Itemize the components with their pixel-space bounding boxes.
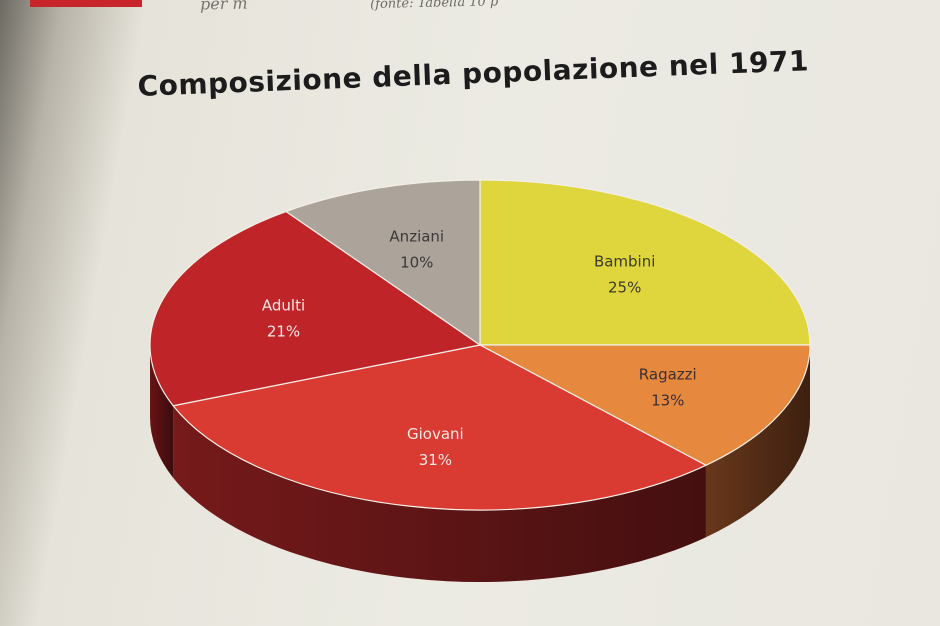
pie-slice-giovani [172, 344, 707, 511]
slice-value-anziani: 10% [400, 254, 433, 272]
red-header-tab [30, 0, 142, 7]
pie-slices [149, 179, 811, 511]
pie-slice-bambini [479, 179, 811, 346]
slice-label-bambini: Bambini [594, 253, 655, 271]
pie-slice-ragazzi [479, 344, 811, 466]
pie-side-shade-giovani [173, 405, 706, 582]
pie-side-shade-adulti [150, 345, 174, 478]
slice-label-adulti: Adulti [262, 296, 305, 314]
pie-sides [150, 345, 810, 582]
slice-label-anziani: Anziani [389, 228, 444, 246]
slice-value-giovani: 31% [419, 451, 452, 469]
slice-label-giovani: Giovani [407, 425, 464, 443]
pie-slice-adulti [149, 210, 481, 407]
pie-labels: Bambini 25% Ragazzi 13% Giovani 31% Adulti 21% A… [262, 228, 697, 469]
slice-value-adulti: 21% [267, 322, 300, 340]
slice-value-bambini: 25% [608, 279, 641, 297]
pie-side-shade-ragazzi [705, 345, 810, 538]
slice-value-ragazzi: 13% [651, 392, 684, 410]
pie-slice-anziani [285, 179, 481, 346]
slice-label-ragazzi: Ragazzi [639, 366, 697, 384]
